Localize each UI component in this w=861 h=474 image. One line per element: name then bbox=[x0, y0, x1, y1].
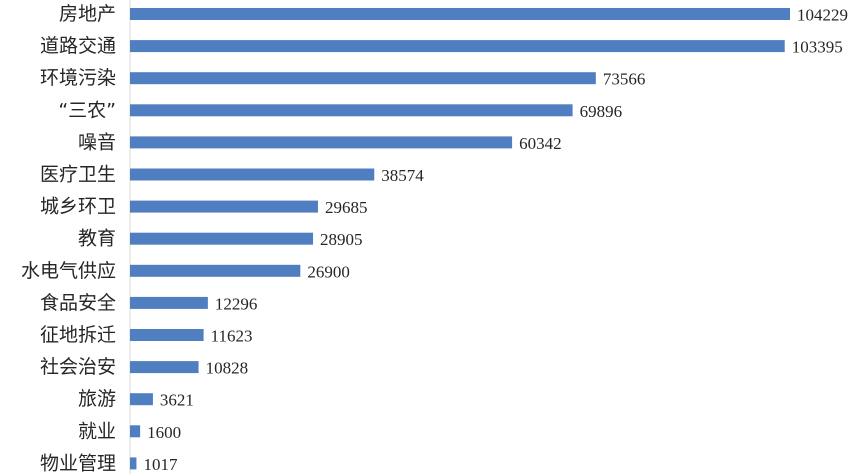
data-label: 103395 bbox=[792, 38, 843, 57]
data-label: 12296 bbox=[215, 294, 258, 313]
data-label: 73566 bbox=[603, 70, 646, 89]
data-label: 1600 bbox=[147, 423, 181, 442]
category-tick-label: 食品安全 bbox=[40, 292, 116, 314]
data-label: 28905 bbox=[320, 230, 363, 249]
bar bbox=[130, 361, 199, 374]
data-label: 69896 bbox=[580, 102, 623, 121]
bar bbox=[130, 329, 204, 341]
bar bbox=[130, 104, 573, 117]
bar bbox=[130, 168, 375, 181]
category-tick-label: 城乡环卫 bbox=[40, 196, 116, 218]
category-tick-label: 物业管理 bbox=[40, 452, 116, 474]
category-tick-label: 就业 bbox=[78, 420, 116, 442]
data-label: 38574 bbox=[381, 166, 424, 185]
category-tick-label: 教育 bbox=[78, 228, 116, 250]
bar bbox=[130, 136, 513, 149]
category-tick-label: 噪音 bbox=[78, 131, 116, 153]
bar bbox=[130, 200, 318, 213]
category-tick-label: 道路交通 bbox=[40, 35, 116, 57]
data-label: 1017 bbox=[143, 455, 178, 474]
data-label: 3621 bbox=[160, 391, 194, 410]
category-tick-label: 水电气供应 bbox=[21, 260, 116, 282]
bar bbox=[130, 40, 785, 53]
bar bbox=[130, 393, 153, 406]
bar bbox=[130, 296, 208, 309]
bar bbox=[130, 8, 790, 20]
category-tick-label: 医疗卫生 bbox=[40, 164, 116, 186]
bar bbox=[130, 72, 596, 85]
data-label: 104229 bbox=[797, 6, 848, 25]
bar bbox=[130, 232, 314, 245]
category-tick-label: 旅游 bbox=[78, 388, 116, 410]
category-tick-label: “三农” bbox=[58, 99, 116, 121]
data-label: 29685 bbox=[325, 198, 368, 217]
category-tick-label: 征地拆迁 bbox=[40, 324, 116, 346]
bar bbox=[130, 457, 137, 470]
data-label: 11623 bbox=[211, 327, 253, 346]
data-label: 10828 bbox=[206, 359, 249, 378]
data-label: 60342 bbox=[519, 134, 562, 153]
data-label: 26900 bbox=[307, 262, 350, 281]
category-tick-label: 环境污染 bbox=[40, 67, 116, 89]
category-tick-label: 社会治安 bbox=[40, 356, 116, 378]
bar bbox=[130, 264, 301, 277]
category-tick-label: 房地产 bbox=[59, 3, 116, 25]
bar bbox=[130, 425, 141, 438]
